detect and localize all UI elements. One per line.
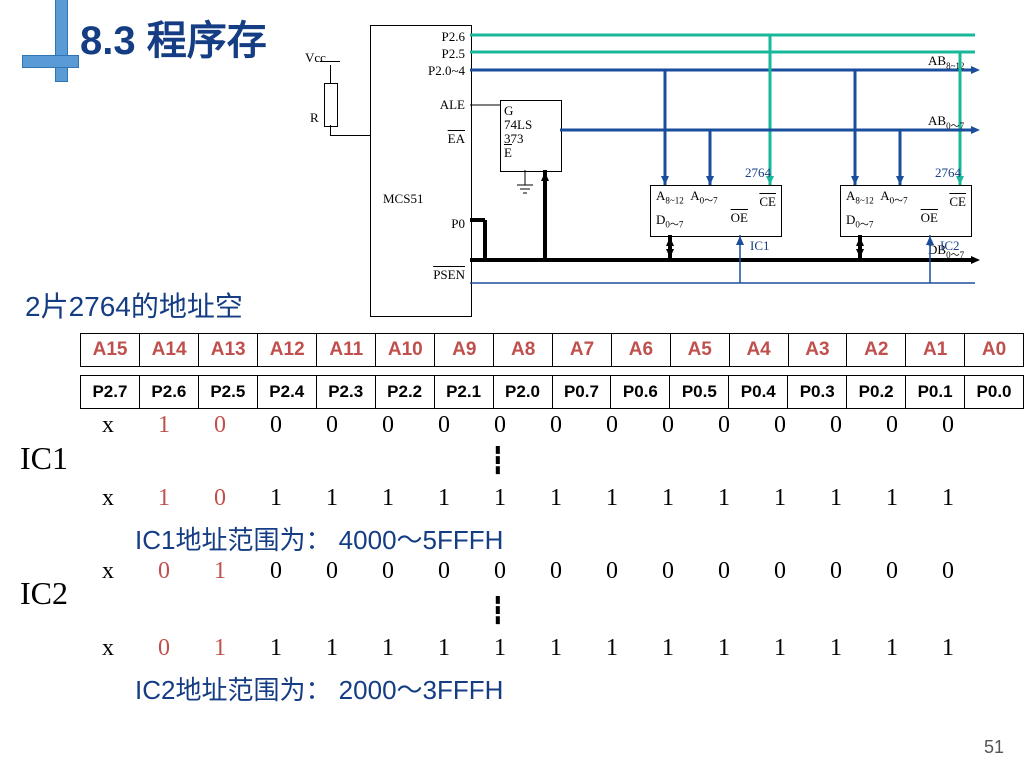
ic2-dots: ┇ bbox=[490, 595, 509, 626]
ic2-range: IC2地址范围为： 2000～3FFFH bbox=[135, 670, 503, 707]
subtitle: 2片2764的地址空 bbox=[25, 285, 243, 325]
ic1-range: IC1地址范围为： 4000～5FFFH bbox=[135, 520, 503, 557]
address-header-row: A15A14A13A12A11A10A9A8A7A6A5A4A3A2A1A0 bbox=[80, 333, 1024, 367]
ic1-dots: ┇ bbox=[490, 445, 509, 476]
port-header-row: P2.7P2.6P2.5P2.4P2.3P2.2P2.1P2.0P0.7P0.6… bbox=[80, 375, 1024, 409]
slide-number: 51 bbox=[984, 737, 1004, 758]
page-title: 8.3 程序存 bbox=[80, 8, 267, 66]
ic1-addr-low: x100000000000000 bbox=[80, 412, 976, 439]
title-decor-hbar bbox=[22, 55, 79, 68]
circuit-diagram: P2.6P2.5P2.0~4ALEEAP0PSENMCS51 VccR G74L… bbox=[280, 25, 1000, 320]
wiring-svg: AB8~12AB0～7DB0～7 bbox=[280, 25, 1000, 320]
ic2-addr-low: x010000000000000 bbox=[80, 558, 976, 585]
title-decor-vert bbox=[55, 0, 68, 82]
ic1-label: IC1 bbox=[20, 440, 68, 477]
ic2-addr-high: x011111111111111 bbox=[80, 635, 976, 662]
ic1-addr-high: x101111111111111 bbox=[80, 485, 976, 512]
ic2-label: IC2 bbox=[20, 575, 68, 612]
